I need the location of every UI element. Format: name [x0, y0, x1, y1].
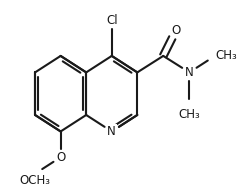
Text: CH₃: CH₃ — [178, 108, 200, 121]
Text: CH₃: CH₃ — [215, 49, 237, 62]
Text: OCH₃: OCH₃ — [20, 174, 50, 187]
Text: O: O — [56, 151, 65, 164]
Text: Cl: Cl — [106, 14, 118, 27]
Text: N: N — [107, 125, 116, 138]
Text: O: O — [172, 24, 181, 37]
Text: N: N — [185, 66, 194, 79]
